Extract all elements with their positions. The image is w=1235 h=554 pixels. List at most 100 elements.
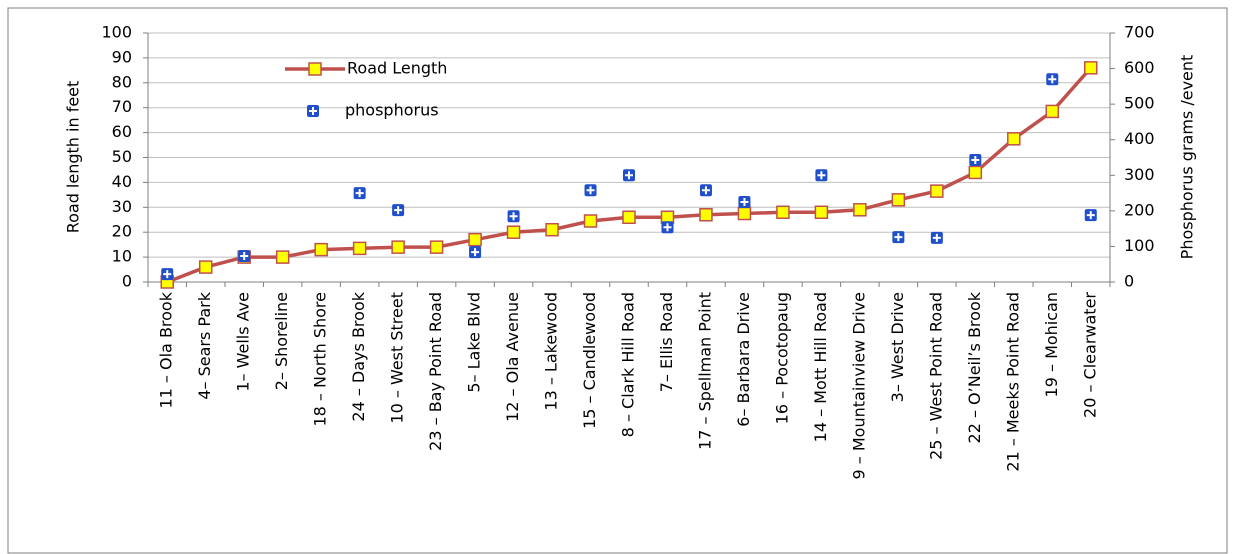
marker-cross bbox=[932, 233, 941, 242]
x-tick-label: 1– Wells Ave bbox=[234, 292, 253, 392]
x-tick-label: 12 – Ola Avenue bbox=[503, 292, 522, 422]
road-length-marker bbox=[198, 260, 213, 274]
phosphorus-marker bbox=[623, 169, 635, 182]
marker-cross bbox=[1048, 75, 1057, 84]
road-length-marker bbox=[968, 165, 983, 180]
x-tick-label: 7– Ellis Road bbox=[657, 292, 676, 392]
y-tick-label: 40 bbox=[112, 172, 132, 191]
road-length-marker bbox=[737, 206, 752, 221]
x-tick-label: 13 – Lakewood bbox=[542, 292, 561, 411]
y-tick-label: 100 bbox=[101, 23, 132, 42]
road-length-marker bbox=[853, 203, 867, 217]
phosphorus-marker bbox=[661, 221, 674, 234]
y2-tick-label: 700 bbox=[1124, 23, 1155, 42]
x-tick-label: 14 – Mott Hill Road bbox=[811, 292, 830, 442]
phosphorus-marker bbox=[699, 184, 712, 197]
road-length-marker bbox=[1007, 132, 1021, 146]
y-tick-label: 80 bbox=[112, 72, 132, 91]
road-length-marker bbox=[583, 214, 598, 228]
x-tick-label: 20 – Clearwater bbox=[1080, 292, 1099, 418]
road-length-marker bbox=[545, 222, 559, 237]
x-tick-label: 9 – Mountainview Drive bbox=[849, 292, 868, 479]
phosphorus-marker bbox=[507, 210, 520, 223]
x-tick-label: 16 – Pocotopaug bbox=[772, 292, 791, 424]
x-tick-label: 10 – West Street bbox=[388, 292, 407, 424]
y-tick-label: 20 bbox=[112, 222, 132, 241]
x-tick-label: 8 – Clark Hill Road bbox=[619, 292, 638, 437]
marker-cross bbox=[471, 248, 480, 257]
marker-cross bbox=[355, 189, 364, 198]
marker-cross bbox=[586, 186, 595, 195]
x-tick-label: 25 – West Point Road bbox=[926, 292, 945, 460]
y-tick-label: 70 bbox=[112, 97, 132, 116]
road-length-marker bbox=[622, 210, 636, 225]
x-tick-label: 2– Shoreline bbox=[272, 292, 291, 390]
x-tick-label: 15 – Candlewood bbox=[580, 292, 599, 429]
road-length-marker bbox=[506, 225, 521, 239]
phosphorus-marker bbox=[353, 187, 366, 200]
y2-tick-label: 300 bbox=[1124, 165, 1155, 184]
y2-tick-label: 100 bbox=[1124, 236, 1155, 255]
x-tick-label: 21 – Meeks Point Road bbox=[1003, 292, 1022, 472]
marker-cross bbox=[894, 233, 903, 242]
y2-tick-label: 400 bbox=[1124, 129, 1155, 148]
y-tick-label: 50 bbox=[112, 147, 132, 166]
y2-tick-label: 500 bbox=[1124, 94, 1155, 113]
phosphorus-marker bbox=[892, 231, 905, 244]
x-tick-label: 19 – Mohican bbox=[1042, 292, 1061, 397]
legend-label: phosphorus bbox=[345, 101, 439, 120]
legend-label: Road Length bbox=[347, 59, 447, 78]
phosphorus-marker bbox=[1046, 73, 1059, 86]
phosphorus-marker bbox=[161, 268, 174, 281]
y2-tick-label: 200 bbox=[1124, 200, 1155, 219]
road-length-marker bbox=[468, 232, 482, 247]
road-length-marker bbox=[1084, 61, 1098, 75]
marker-cross bbox=[394, 206, 403, 215]
x-tick-label: 6– Barbara Drive bbox=[734, 292, 753, 427]
y-tick-label: 0 bbox=[122, 272, 132, 291]
road-length-marker bbox=[314, 242, 328, 257]
x-tick-label: 3– West Drive bbox=[888, 292, 907, 402]
y2-tick-label: 0 bbox=[1124, 272, 1134, 291]
road-length-marker bbox=[930, 184, 944, 198]
road-length-marker bbox=[1045, 104, 1060, 119]
road-length-marker bbox=[352, 241, 367, 256]
phosphorus-marker bbox=[584, 184, 597, 197]
phosphorus-marker bbox=[238, 250, 251, 263]
x-tick-label: 23 – Bay Point Road bbox=[426, 292, 445, 451]
y-axis-title: Road length in feet bbox=[64, 81, 83, 234]
y-tick-label: 90 bbox=[112, 47, 132, 66]
phosphorus-marker bbox=[469, 246, 482, 259]
phosphorus-marker bbox=[969, 153, 982, 166]
phosphorus-marker bbox=[815, 169, 828, 182]
road-length-marker bbox=[891, 193, 906, 207]
x-tick-label: 24 – Days Brook bbox=[349, 291, 368, 421]
marker-cross bbox=[971, 155, 980, 164]
y2-axis-title: Phosphorus grams /event bbox=[1178, 55, 1197, 260]
phosphorus-marker bbox=[1084, 209, 1097, 222]
x-tick-label: 22 – O’Neil’s Brook bbox=[965, 291, 984, 443]
marker-cross bbox=[163, 270, 172, 279]
phosphorus-marker bbox=[930, 231, 943, 244]
road-length-marker bbox=[776, 205, 790, 220]
x-tick-label: 17 – Spellman Point bbox=[695, 292, 714, 450]
phosphorus-marker bbox=[738, 195, 751, 208]
marker-cross bbox=[740, 197, 749, 206]
x-tick-label: 11 – Ola Brook bbox=[157, 291, 176, 408]
y-tick-label: 30 bbox=[112, 197, 132, 216]
road-length-marker bbox=[814, 205, 829, 220]
marker-cross bbox=[509, 212, 518, 221]
x-tick-label: 18 – North Shore bbox=[311, 292, 330, 427]
x-tick-label: 5– Lake Blvd bbox=[465, 292, 484, 393]
road-length-marker bbox=[391, 240, 405, 254]
legend-marker bbox=[308, 62, 322, 76]
marker-cross bbox=[625, 171, 633, 180]
marker-cross bbox=[663, 223, 672, 232]
y2-tick-label: 600 bbox=[1124, 58, 1155, 77]
road-length-marker bbox=[429, 240, 444, 254]
legend-marker bbox=[307, 105, 319, 117]
y-tick-label: 60 bbox=[112, 122, 132, 141]
chart-frame bbox=[7, 7, 1228, 554]
marker-cross bbox=[701, 186, 710, 195]
